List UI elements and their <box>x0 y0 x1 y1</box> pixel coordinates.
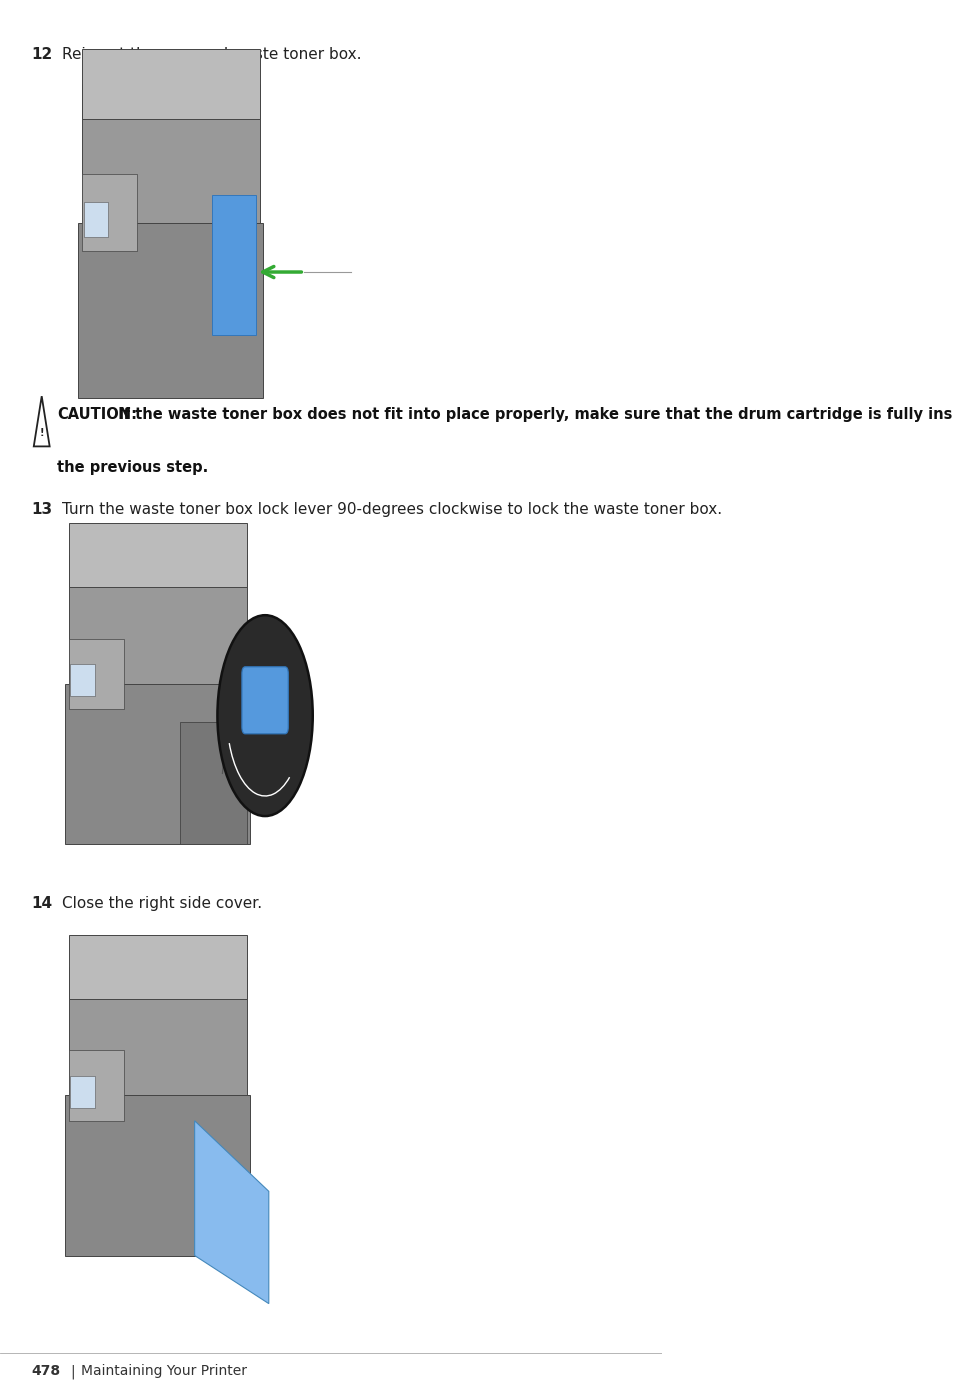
FancyBboxPatch shape <box>69 639 124 709</box>
Text: Turn the waste toner box lock lever 90-degrees clockwise to lock the waste toner: Turn the waste toner box lock lever 90-d… <box>62 502 720 518</box>
FancyBboxPatch shape <box>82 49 259 119</box>
Polygon shape <box>194 1120 269 1303</box>
Text: Reinsert the removed waste toner box.: Reinsert the removed waste toner box. <box>62 47 360 63</box>
FancyBboxPatch shape <box>78 223 263 398</box>
Text: |: | <box>71 1364 74 1378</box>
FancyBboxPatch shape <box>179 723 246 844</box>
FancyBboxPatch shape <box>69 967 246 1095</box>
Text: CAUTION:: CAUTION: <box>57 407 137 423</box>
Text: Close the right side cover.: Close the right side cover. <box>62 896 261 911</box>
Text: If the waste toner box does not fit into place properly, make sure that the drum: If the waste toner box does not fit into… <box>113 407 953 423</box>
FancyBboxPatch shape <box>242 667 288 734</box>
FancyBboxPatch shape <box>65 1095 250 1256</box>
Text: !: ! <box>39 428 44 438</box>
Text: 14: 14 <box>31 896 52 911</box>
Text: 478: 478 <box>31 1364 61 1378</box>
Circle shape <box>217 615 313 816</box>
FancyBboxPatch shape <box>69 555 246 684</box>
FancyBboxPatch shape <box>212 195 255 335</box>
Text: the previous step.: the previous step. <box>57 460 208 476</box>
Text: 12: 12 <box>31 47 53 63</box>
FancyBboxPatch shape <box>69 935 246 999</box>
Text: Maintaining Your Printer: Maintaining Your Printer <box>81 1364 247 1378</box>
FancyBboxPatch shape <box>69 523 246 587</box>
FancyBboxPatch shape <box>69 1050 124 1120</box>
FancyBboxPatch shape <box>71 1076 94 1108</box>
FancyBboxPatch shape <box>82 174 137 251</box>
FancyBboxPatch shape <box>82 84 259 223</box>
Polygon shape <box>33 396 50 446</box>
Text: 13: 13 <box>31 502 52 518</box>
FancyBboxPatch shape <box>71 664 94 696</box>
FancyBboxPatch shape <box>65 684 250 844</box>
FancyBboxPatch shape <box>84 202 108 237</box>
